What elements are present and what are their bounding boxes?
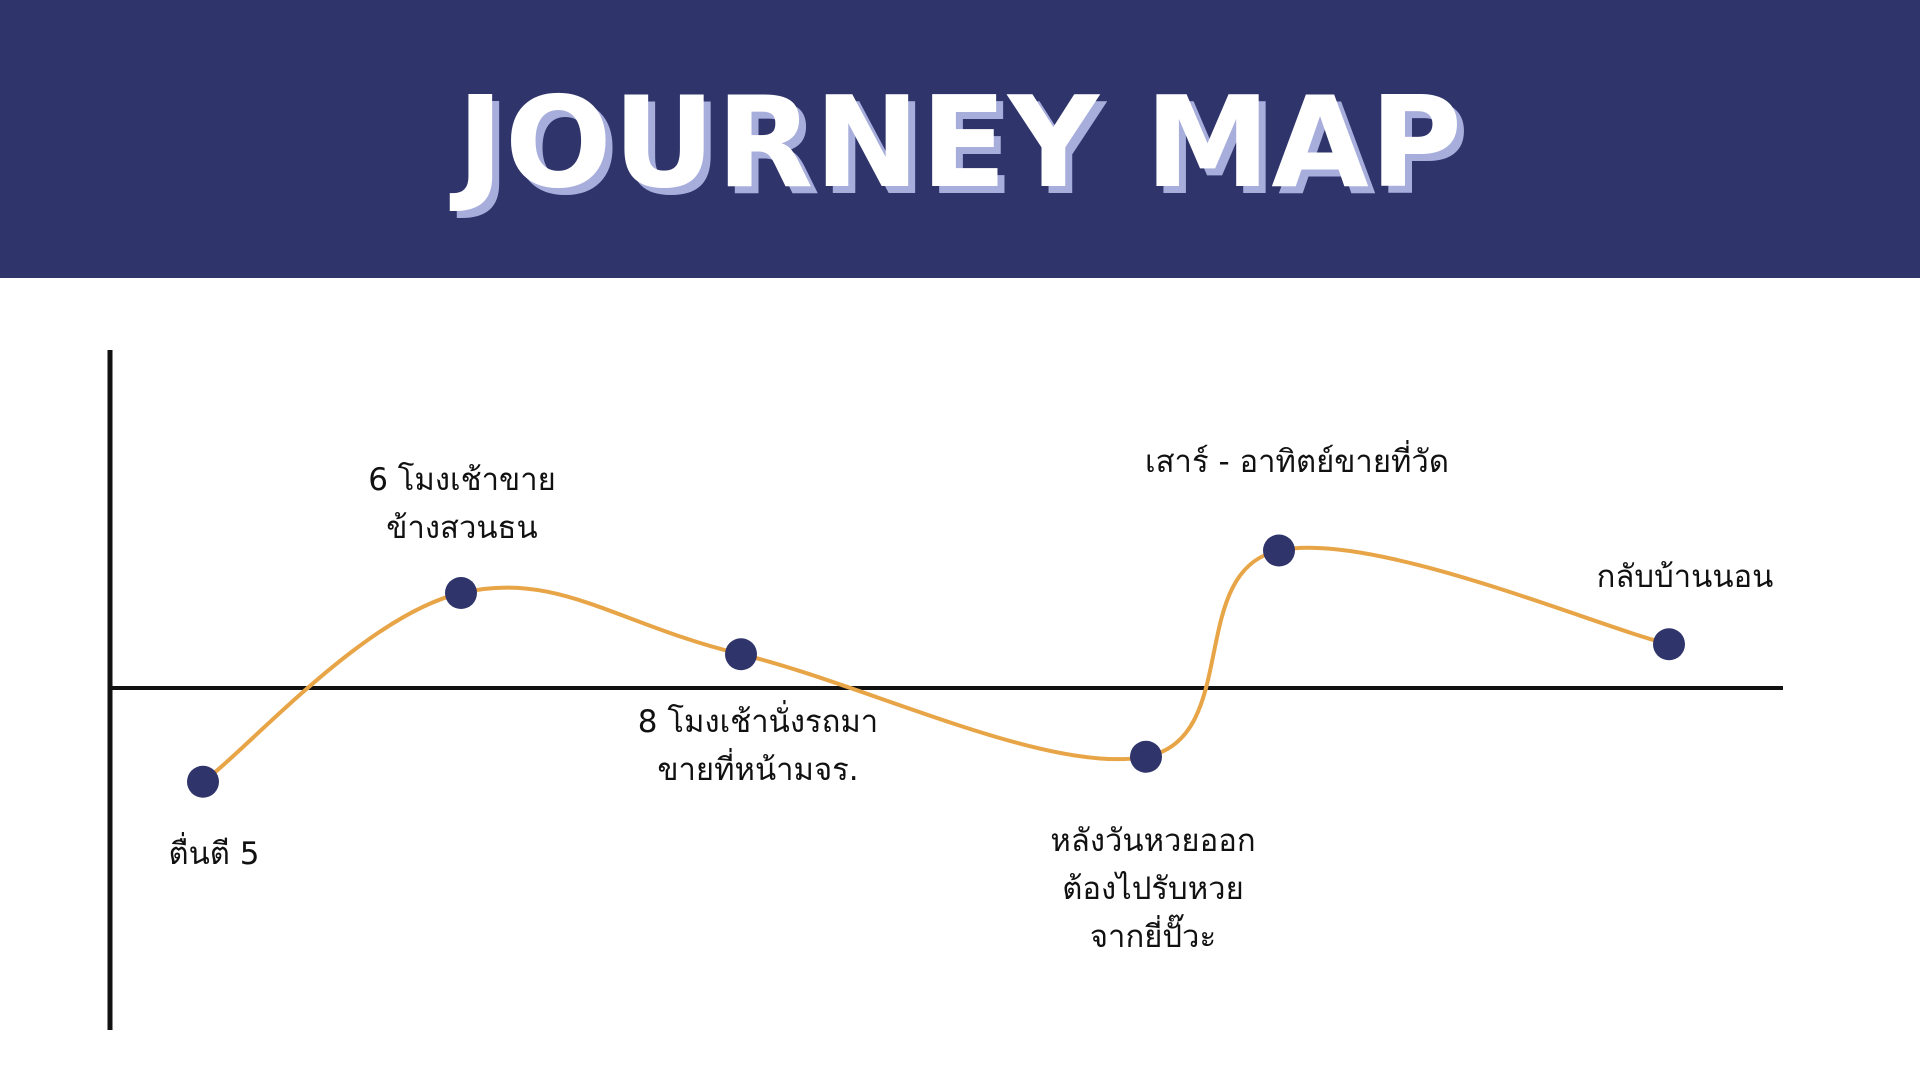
journey-curve [201, 545, 1671, 784]
stage-marker-5 [1263, 534, 1295, 567]
stage-label-weekend-temple: เสาร์ - อาทิตย์ขายที่วัด [1145, 444, 1449, 480]
stage-label-morning-sale: 6 โมงเช้าขาย ข้างสวนธน [368, 462, 556, 546]
stage-label-lottery-pickup: หลังวันหวยออก ต้องไปรับหวย จากยี่ปั๊วะ [1050, 823, 1256, 955]
header-banner: JOURNEY MAP [0, 0, 1920, 278]
stage-marker-2 [445, 577, 477, 609]
stage-label-bus-to-sell: 8 โมงเช้านั่งรถมา ขายที่หน้ามจร. [637, 704, 879, 788]
stage-label-go-home: กลับบ้านนอน [1596, 559, 1774, 595]
page-title: JOURNEY MAP [456, 68, 1464, 216]
stage-label-wake-up: ตื่นตี 5 [168, 836, 260, 872]
stage-marker-4 [1130, 740, 1162, 773]
stage-marker-6 [1653, 628, 1685, 661]
stage-markers [187, 534, 1685, 798]
stage-marker-3 [725, 638, 757, 671]
stage-marker-1 [187, 765, 219, 798]
